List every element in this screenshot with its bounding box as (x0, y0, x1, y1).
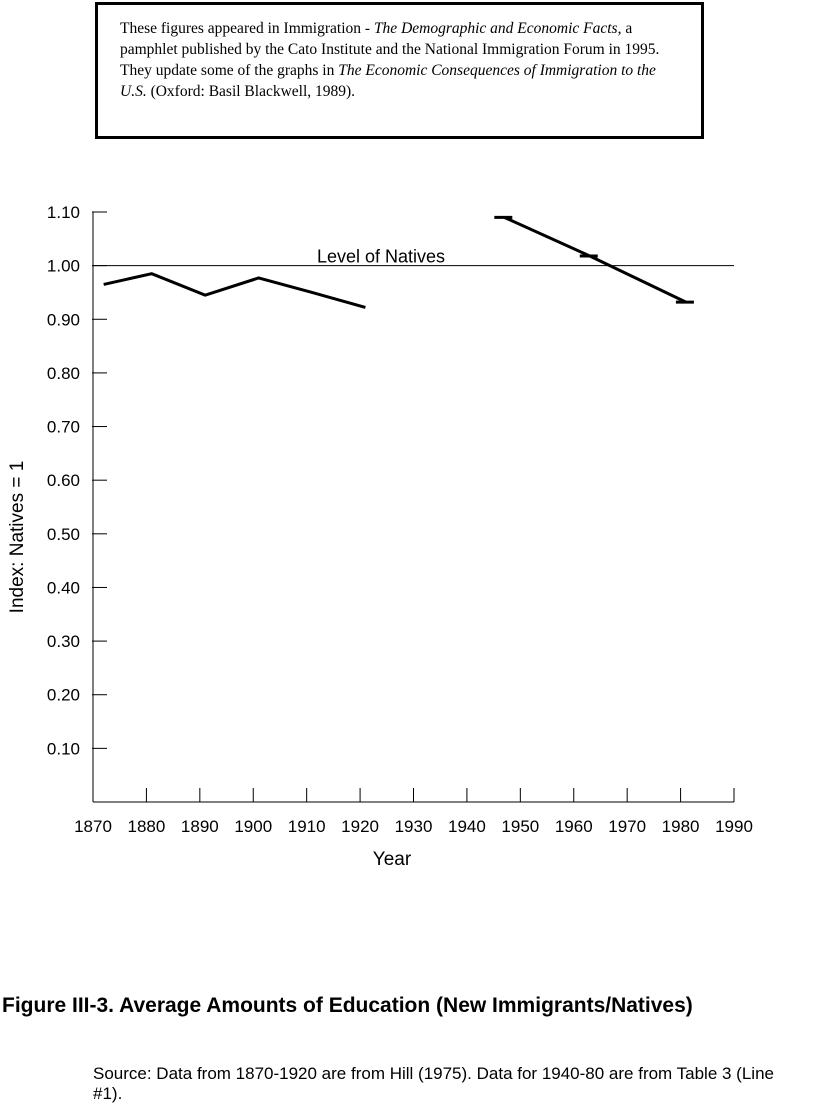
y-axis-title: Index: Natives = 1 (7, 461, 28, 614)
x-tick-label: 1930 (395, 817, 433, 836)
y-tick-label: 1.00 (47, 257, 80, 276)
y-tick-label: 0.30 (47, 632, 80, 651)
series-line-2 (503, 215, 687, 304)
x-tick-label: 1900 (234, 817, 272, 836)
note-text-3: (Oxford: Basil Blackwell, 1989). (146, 83, 356, 100)
y-tick-label: 0.90 (47, 310, 80, 329)
x-tick-label: 1970 (608, 817, 646, 836)
axes: 0.10 0.20 0.30 0.40 0.50 0.60 0.70 0.80 0.90 1.00… (47, 203, 753, 836)
note-title-2: The Economic Consequences of Immigration… (120, 62, 656, 100)
y-tick-label: 0.20 (47, 686, 80, 705)
figure-caption: Figure III-3. Average Amounts of Educati… (2, 994, 693, 1017)
y-tick-label: 0.50 (47, 525, 80, 544)
reference-line-label: Level of Natives (317, 247, 445, 267)
source-note: Source: Data from 1870-1920 are from Hil… (93, 1064, 774, 1103)
x-tick-label: 1960 (555, 817, 593, 836)
x-axis-title: Year (373, 849, 412, 870)
x-tick-label: 1910 (288, 817, 326, 836)
y-tick-label: 0.10 (47, 739, 80, 758)
y-tick-label: 0.40 (47, 578, 80, 597)
x-tick-label: 1870 (74, 817, 112, 836)
series-group (103, 215, 694, 309)
note-title-1: The Demographic and Economic Facts (373, 20, 618, 37)
x-tick-label: 1980 (662, 817, 700, 836)
x-tick-label: 1950 (501, 817, 539, 836)
note-text-2: , a pamphlet published by the Cato Insti… (120, 20, 660, 79)
y-tick-label: 1.10 (47, 203, 80, 222)
x-tick-label: 1880 (128, 817, 166, 836)
series-line-1 (103, 272, 366, 309)
note-box: These figures appeared in Immigration - … (95, 2, 704, 139)
x-tick-label: 1940 (448, 817, 486, 836)
y-tick-label: 0.80 (47, 364, 80, 383)
y-tick-label: 0.70 (47, 418, 80, 437)
reference-line-group: Level of Natives (93, 247, 734, 267)
note-text-1: These figures appeared in Immigration - (120, 20, 374, 37)
line-chart: 0.10 0.20 0.30 0.40 0.50 0.60 0.70 0.80 0.90 1.00… (7, 203, 753, 870)
y-tick-label: 0.60 (47, 471, 80, 490)
x-tick-label: 1990 (715, 817, 753, 836)
x-tick-label: 1920 (341, 817, 379, 836)
axis-labels: Year Index: Natives = 1 (7, 461, 412, 870)
x-tick-label: 1890 (181, 817, 219, 836)
